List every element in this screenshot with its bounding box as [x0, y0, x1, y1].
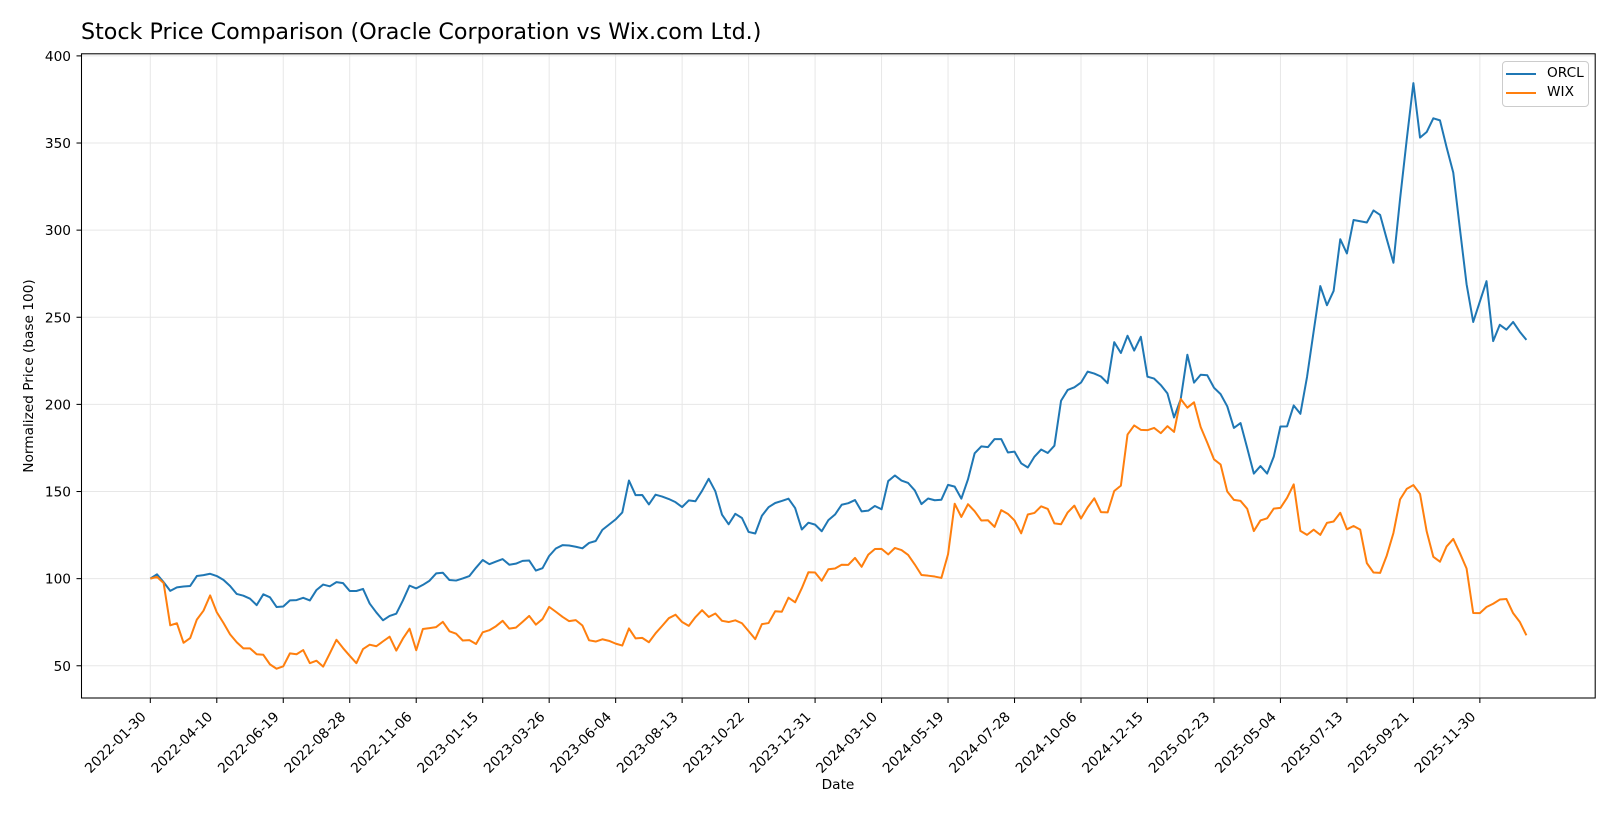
legend: ORCL WIX	[1502, 61, 1589, 107]
x-tick-label: 2025-07-13	[1279, 709, 1347, 777]
x-axis-label: Date	[821, 777, 855, 793]
x-tick-label: 2024-10-06	[1013, 709, 1081, 777]
x-tick-label: 2024-07-28	[946, 709, 1014, 777]
x-tick-label: 2022-04-10	[149, 709, 217, 777]
x-tick-label: 2024-03-10	[813, 709, 881, 777]
legend-label-orcl: ORCL	[1547, 64, 1584, 81]
grid	[81, 53, 1596, 698]
x-tick-label: 2023-03-26	[481, 709, 549, 777]
x-tick-label: 2022-06-19	[215, 709, 283, 777]
y-tick-label: 200	[45, 397, 71, 413]
x-tick-label: 2022-08-28	[282, 709, 350, 777]
x-tick-label: 2023-08-13	[614, 709, 682, 777]
y-tick-label: 50	[54, 659, 71, 675]
tick-labels: 50 100 150 200 250 300 350 400 2022-01-302022-04…	[45, 49, 1479, 777]
ticks	[76, 55, 1481, 703]
wix-line-swatch	[1506, 92, 1536, 95]
axes-frame	[80, 53, 1596, 699]
y-tick-label: 400	[45, 49, 71, 65]
x-tick-label: 2024-12-15	[1079, 709, 1147, 777]
series-line-wix	[150, 397, 1528, 670]
orcl-line-swatch	[1506, 72, 1536, 75]
x-tick-label: 2025-05-04	[1212, 709, 1280, 777]
y-tick-label: 350	[45, 136, 71, 152]
x-tick-label: 2025-11-30	[1412, 709, 1480, 777]
legend-item-orcl: ORCL	[1503, 64, 1588, 84]
y-tick-label: 100	[45, 572, 71, 588]
x-tick-label: 2024-05-19	[880, 709, 948, 777]
chart-title: Stock Price Comparison (Oracle Corporati…	[81, 18, 762, 45]
legend-item-wix: WIX	[1503, 84, 1588, 104]
x-tick-label: 2022-11-06	[348, 709, 416, 777]
x-tick-label: 2023-10-22	[680, 709, 748, 777]
series-line-orcl	[149, 82, 1528, 622]
y-tick-label: 300	[45, 223, 71, 239]
x-tick-label: 2023-06-04	[547, 709, 615, 777]
x-tick-label: 2023-12-31	[747, 709, 815, 777]
x-tick-label: 2023-01-15	[414, 709, 482, 777]
x-tick-label: 2022-01-30	[82, 709, 150, 777]
x-tick-label: 2025-09-21	[1345, 709, 1413, 777]
y-tick-label: 250	[45, 310, 71, 326]
legend-label-wix: WIX	[1547, 84, 1574, 101]
x-tick-label: 2025-02-23	[1146, 709, 1214, 777]
y-tick-label: 150	[45, 485, 71, 501]
